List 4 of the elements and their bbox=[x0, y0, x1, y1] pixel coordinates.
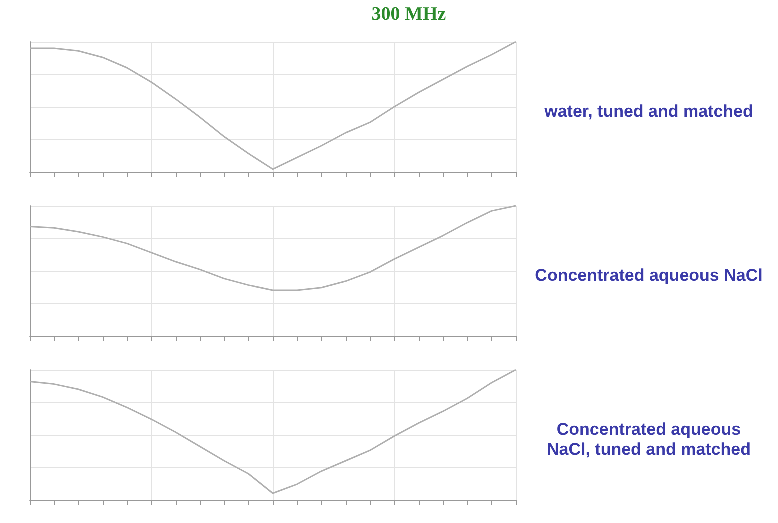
chart-title: 300 MHz bbox=[370, 3, 448, 27]
text: water, tuned and matched bbox=[544, 102, 754, 122]
text: Concentrated aqueous NaCl, tuned and matched bbox=[546, 420, 752, 460]
text: Concentrated aqueous NaCl bbox=[534, 266, 764, 286]
